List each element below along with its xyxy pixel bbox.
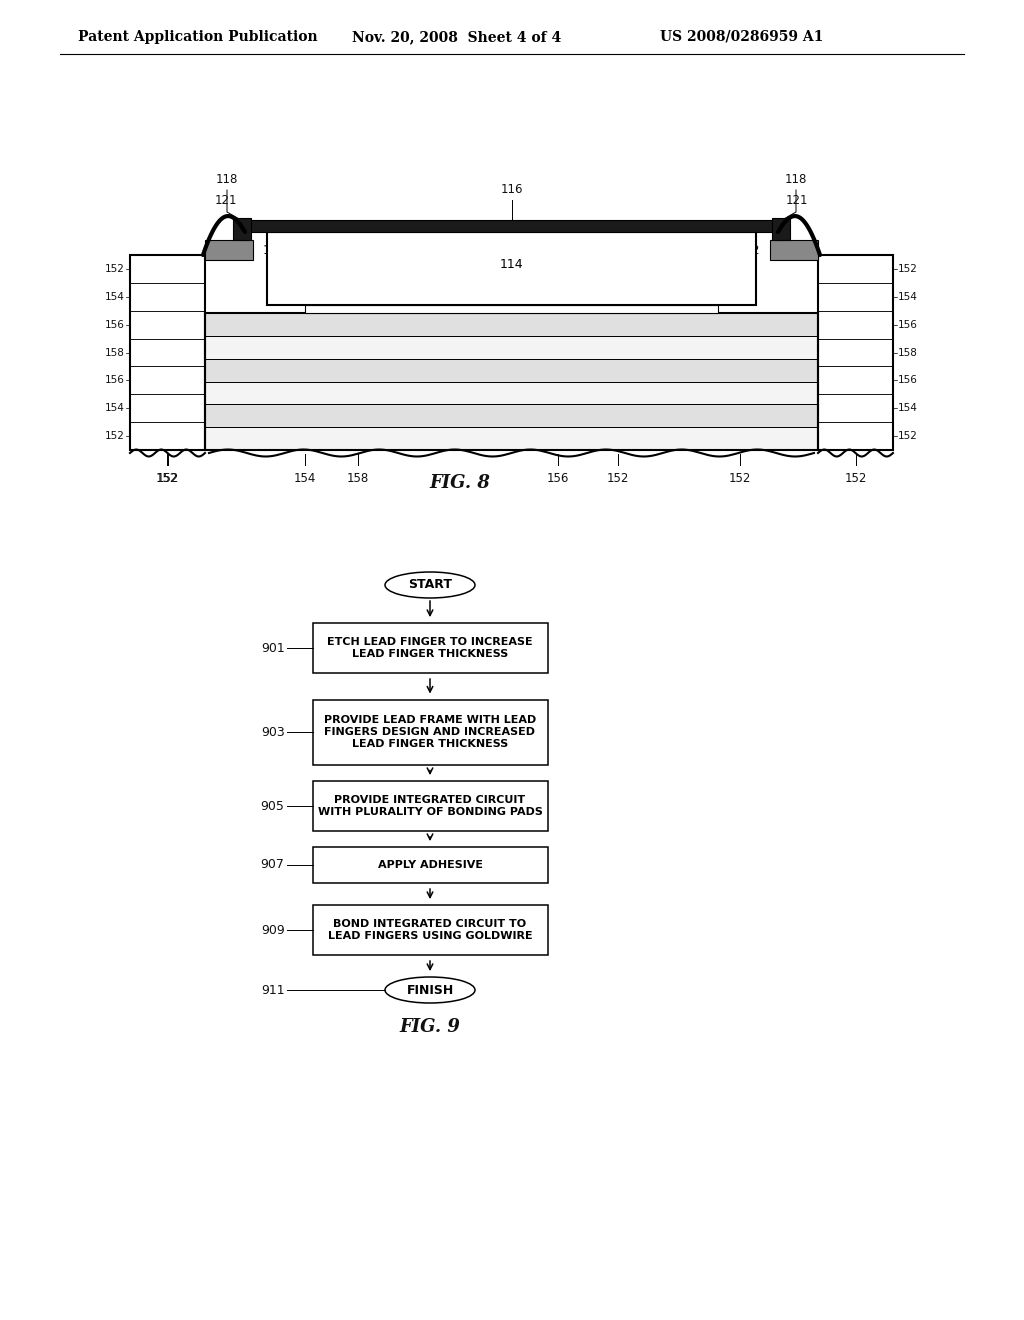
Bar xyxy=(237,220,786,232)
Bar xyxy=(818,338,893,367)
Text: 158: 158 xyxy=(347,473,369,484)
Text: 152: 152 xyxy=(898,264,918,275)
Text: PROVIDE INTEGRATED CIRCUIT
WITH PLURALITY OF BONDING PADS: PROVIDE INTEGRATED CIRCUIT WITH PLURALIT… xyxy=(317,795,543,817)
Bar xyxy=(772,218,790,240)
Text: 154: 154 xyxy=(105,292,125,302)
Bar xyxy=(205,428,818,450)
Bar xyxy=(205,313,818,450)
Bar xyxy=(312,781,548,832)
Bar xyxy=(233,218,251,240)
Bar xyxy=(205,404,818,428)
Bar xyxy=(818,255,893,450)
Text: 156: 156 xyxy=(898,319,918,330)
Text: 905: 905 xyxy=(261,800,285,813)
Text: 158: 158 xyxy=(105,347,125,358)
Bar xyxy=(205,313,818,335)
Text: 907: 907 xyxy=(261,858,285,871)
Bar xyxy=(312,847,548,883)
Bar xyxy=(205,381,818,404)
Text: 152: 152 xyxy=(845,473,866,484)
Bar xyxy=(130,255,205,450)
Text: Nov. 20, 2008  Sheet 4 of 4: Nov. 20, 2008 Sheet 4 of 4 xyxy=(352,30,561,44)
Text: FINISH: FINISH xyxy=(407,983,454,997)
Bar xyxy=(818,367,893,395)
Text: 156: 156 xyxy=(898,375,918,385)
Text: ETCH LEAD FINGER TO INCREASE
LEAD FINGER THICKNESS: ETCH LEAD FINGER TO INCREASE LEAD FINGER… xyxy=(328,638,532,659)
Text: 152: 152 xyxy=(729,473,752,484)
Text: 903: 903 xyxy=(261,726,285,738)
Text: 121: 121 xyxy=(215,194,238,206)
Bar xyxy=(130,367,205,395)
Text: 152: 152 xyxy=(157,473,178,484)
Text: 121: 121 xyxy=(785,194,808,206)
Text: 158: 158 xyxy=(898,347,918,358)
Bar xyxy=(130,282,205,310)
Bar xyxy=(130,255,205,282)
Text: 152: 152 xyxy=(607,473,629,484)
Text: 118: 118 xyxy=(216,173,239,186)
Text: FIG. 8: FIG. 8 xyxy=(429,474,490,492)
Ellipse shape xyxy=(385,977,475,1003)
Text: 156: 156 xyxy=(547,473,569,484)
Text: BOND INTEGRATED CIRCUIT TO
LEAD FINGERS USING GOLDWIRE: BOND INTEGRATED CIRCUIT TO LEAD FINGERS … xyxy=(328,919,532,941)
Bar xyxy=(205,359,818,381)
Text: 118: 118 xyxy=(784,173,807,186)
Text: 909: 909 xyxy=(261,924,285,936)
Text: 152: 152 xyxy=(898,432,918,441)
Text: 911: 911 xyxy=(261,983,285,997)
Bar xyxy=(205,240,253,260)
Bar xyxy=(205,335,818,359)
Bar xyxy=(130,395,205,422)
Text: 154: 154 xyxy=(105,403,125,413)
Text: 152: 152 xyxy=(105,432,125,441)
Text: 156: 156 xyxy=(105,319,125,330)
Text: US 2008/0286959 A1: US 2008/0286959 A1 xyxy=(660,30,823,44)
Ellipse shape xyxy=(385,572,475,598)
Bar xyxy=(770,240,818,260)
Bar xyxy=(818,422,893,450)
Text: START: START xyxy=(408,578,452,591)
Bar xyxy=(312,906,548,954)
Bar xyxy=(818,282,893,310)
Text: 154: 154 xyxy=(898,403,918,413)
Bar xyxy=(267,232,756,305)
Bar xyxy=(305,305,718,313)
Bar xyxy=(130,422,205,450)
Bar xyxy=(818,395,893,422)
Text: APPLY ADHESIVE: APPLY ADHESIVE xyxy=(378,861,482,870)
Bar xyxy=(130,310,205,338)
Bar xyxy=(818,255,893,282)
Bar xyxy=(818,310,893,338)
Bar xyxy=(312,623,548,673)
Bar xyxy=(312,700,548,764)
Bar xyxy=(130,338,205,367)
Text: 122: 122 xyxy=(263,243,286,256)
Text: 154: 154 xyxy=(898,292,918,302)
Text: PROVIDE LEAD FRAME WITH LEAD
FINGERS DESIGN AND INCREASED
LEAD FINGER THICKNESS: PROVIDE LEAD FRAME WITH LEAD FINGERS DES… xyxy=(324,715,537,748)
Text: 116: 116 xyxy=(501,183,523,195)
Text: Patent Application Publication: Patent Application Publication xyxy=(78,30,317,44)
Text: 122: 122 xyxy=(737,243,760,256)
Text: 114: 114 xyxy=(500,257,523,271)
Text: 901: 901 xyxy=(261,642,285,655)
Text: 154: 154 xyxy=(294,473,316,484)
Text: 156: 156 xyxy=(105,375,125,385)
Text: FIG. 9: FIG. 9 xyxy=(399,1018,461,1036)
Text: 152: 152 xyxy=(105,264,125,275)
Text: 152: 152 xyxy=(156,473,178,484)
